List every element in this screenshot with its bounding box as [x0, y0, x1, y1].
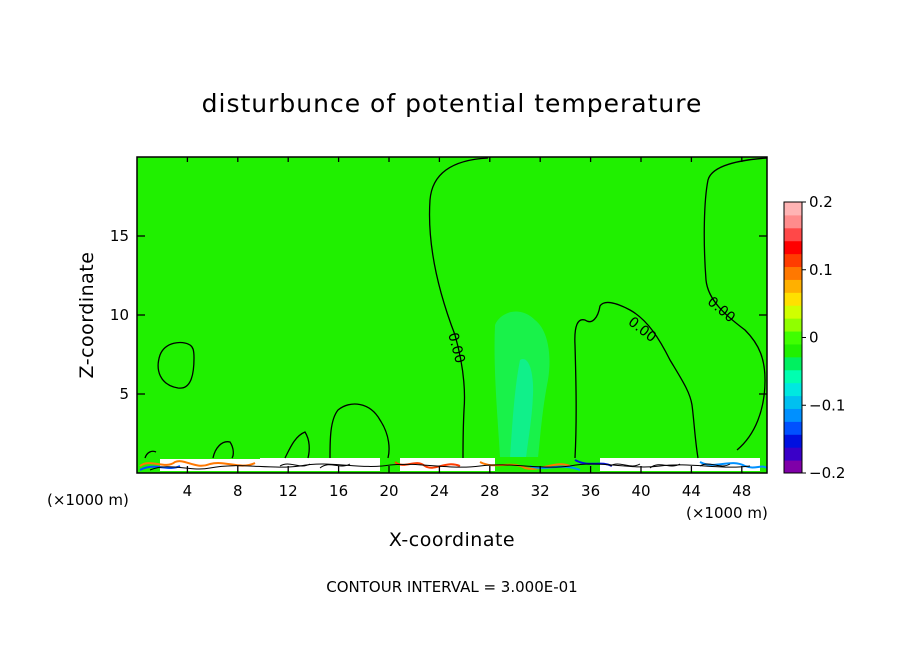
contour-line	[574, 301, 699, 459]
colorbar-swatch	[784, 369, 802, 384]
x-tick-label: 24	[430, 482, 449, 500]
colorbar-swatch	[784, 421, 802, 435]
x-unit-right: (×1000 m)	[686, 504, 768, 522]
x-tick-label: 8	[233, 482, 243, 500]
plot-area: 0.00 0.00 0.00	[136, 156, 768, 474]
colorbar-swatch	[784, 343, 802, 358]
contour-line	[428, 157, 489, 459]
colorbar-tick-label: −0.1	[809, 396, 845, 414]
colorbar-swatch	[784, 356, 802, 371]
x-tick-label: 36	[581, 482, 600, 500]
y-axis-label: Z-coordinate	[76, 252, 98, 379]
x-tick-label: 16	[329, 482, 348, 500]
colorbar-tick-label: 0.1	[809, 261, 833, 279]
x-tick-label: 32	[531, 482, 550, 500]
colorbar-tick-label: 0.2	[809, 193, 833, 211]
colorbar-swatch	[784, 292, 802, 306]
colorbar-swatch	[784, 227, 802, 242]
x-unit-left: (×1000 m)	[47, 491, 129, 509]
x-tick-label: 20	[379, 482, 398, 500]
contour-interval-note: CONTOUR INTERVAL = 3.000E-01	[326, 578, 577, 596]
colorbar-swatch	[784, 305, 802, 319]
colorbar-swatch	[784, 253, 802, 268]
colorbar-swatch	[784, 318, 802, 332]
colorbar-swatch	[784, 279, 802, 293]
x-tick-label: 48	[732, 482, 751, 500]
x-axis: 4 8 12 16 20 24 28 32 36 40 44 48	[183, 157, 751, 500]
contour-line	[329, 403, 390, 459]
colorbar-swatch	[784, 266, 802, 280]
colorbar-swatch	[784, 447, 802, 461]
y-tick-label: 5	[119, 385, 129, 403]
colorbar-swatch	[784, 395, 802, 409]
x-tick-label: 40	[631, 482, 650, 500]
contour-line	[703, 157, 768, 451]
x-tick-label: 12	[279, 482, 298, 500]
contour-lines	[144, 157, 768, 459]
x-axis-label: X-coordinate	[389, 529, 515, 551]
colorbar-swatch	[784, 331, 802, 345]
chart-title: disturbunce of potential temperature	[202, 89, 703, 118]
y-axis: 5 10 15	[110, 227, 767, 403]
colorbar-tick-label: −0.2	[809, 464, 845, 482]
contour-line	[212, 441, 234, 459]
contour-line	[144, 450, 157, 459]
colorbar-swatch	[784, 408, 802, 422]
colorbar-swatch	[784, 434, 802, 448]
contour-line	[157, 341, 195, 389]
y-tick-label: 10	[110, 306, 129, 324]
colorbar-swatch	[784, 240, 802, 255]
plot-background	[137, 157, 767, 473]
x-tick-label: 4	[183, 482, 193, 500]
colorbar: 0.2 0.1 0 −0.1 −0.2	[783, 193, 845, 482]
boundary-layer	[137, 457, 768, 473]
colorbar-swatch	[784, 214, 802, 229]
colorbar-swatch	[784, 460, 802, 474]
colorbar-swatch	[784, 202, 802, 216]
negative-anomaly-core	[510, 359, 534, 458]
x-tick-label: 44	[682, 482, 701, 500]
colorbar-tick-label: 0	[809, 329, 819, 347]
colorbar-swatch	[784, 382, 802, 397]
contour-line	[284, 431, 310, 459]
contour-label: 0.00	[444, 331, 468, 365]
y-tick-label: 15	[110, 227, 129, 245]
x-tick-label: 28	[480, 482, 499, 500]
